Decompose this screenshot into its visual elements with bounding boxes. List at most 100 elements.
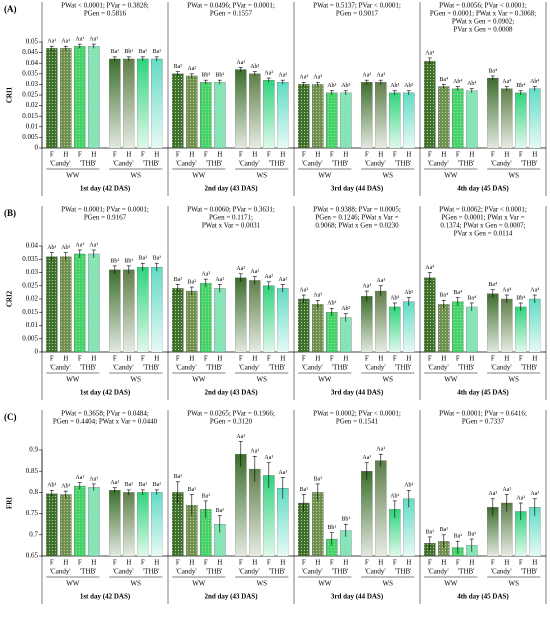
stats-text: 0.9068; PWat x Gen = 0.0230 <box>315 222 399 230</box>
x-tick-label: F <box>302 355 306 363</box>
bar-texture <box>249 469 261 556</box>
day-title: 2nd day (43 DAS) <box>204 389 258 397</box>
x-tick-label: H <box>532 151 537 159</box>
cultivar-label: 'THB' <box>458 160 475 168</box>
significance-letter: Ba¹ <box>111 49 120 55</box>
y-tick-label: 0.04 <box>26 59 39 67</box>
bar-texture <box>109 269 121 352</box>
significance-letter: Ba¹ <box>153 256 162 262</box>
bar-texture <box>123 492 135 556</box>
bar-texture <box>312 304 324 352</box>
significance-letter: Aa¹ <box>47 39 56 45</box>
x-tick-label: H <box>91 559 96 567</box>
panel-label: (B) <box>4 208 16 218</box>
significance-letter: Bb² <box>215 73 224 79</box>
x-tick-label: H <box>441 559 446 567</box>
bar-texture <box>263 285 275 352</box>
significance-letter: Ba¹ <box>454 534 463 540</box>
significance-letter: Ab¹ <box>61 245 70 251</box>
x-tick-label: H <box>154 355 159 363</box>
cultivar-label: 'THB' <box>521 160 538 168</box>
bar-texture <box>137 492 149 556</box>
y-tick-label: 0.005 <box>22 334 38 342</box>
significance-letter: Aa² <box>201 272 210 278</box>
significance-letter: Ab³ <box>404 83 413 89</box>
x-tick-label: H <box>189 151 194 159</box>
treatment-label: WS <box>383 172 394 180</box>
bar-texture <box>501 299 513 352</box>
cultivar-label: 'Candy' <box>239 568 260 576</box>
x-tick-label: H <box>189 559 194 567</box>
x-tick-label: F <box>50 355 54 363</box>
significance-letter: Bb¹ <box>110 258 119 264</box>
significance-letter: Aa² <box>187 66 196 72</box>
bar-texture <box>172 492 184 556</box>
bar-texture <box>172 73 184 148</box>
bar-texture <box>438 304 450 352</box>
bar-texture <box>109 58 121 148</box>
cultivar-label: 'THB' <box>521 364 538 372</box>
x-tick-label: F <box>302 559 306 567</box>
significance-letter: Ab³ <box>327 83 336 89</box>
bar-texture <box>60 48 72 148</box>
x-tick-label: H <box>406 355 411 363</box>
bar-texture <box>452 88 464 148</box>
x-tick-label: H <box>63 355 68 363</box>
significance-letter: Ba¹ <box>125 482 134 488</box>
significance-letter: Aa² <box>264 274 273 280</box>
y-tick-label: 0.005 <box>22 133 38 141</box>
bar-texture <box>151 58 163 148</box>
bar-texture <box>298 503 310 556</box>
cultivar-label: 'Candy' <box>491 568 512 576</box>
significance-letter: Ba¹ <box>314 476 323 482</box>
significance-letter: Aa¹ <box>89 476 98 482</box>
bar-texture <box>214 524 226 556</box>
significance-letter: Aa¹ <box>530 491 539 497</box>
panel-label: (C) <box>4 412 17 422</box>
cultivar-label: 'Candy' <box>365 364 386 372</box>
treatment-label: WW <box>318 376 332 384</box>
cultivar-label: 'THB' <box>206 364 223 372</box>
panel-label: (A) <box>4 4 17 14</box>
significance-letter: Ba¹ <box>440 527 449 533</box>
stats-text: PGen = 0.1171; <box>209 214 253 222</box>
x-tick-label: H <box>252 559 257 567</box>
significance-letter: Aa³ <box>376 278 385 284</box>
cultivar-label: 'Candy' <box>176 568 197 576</box>
x-tick-label: F <box>456 151 460 159</box>
cultivar-label: 'THB' <box>206 160 223 168</box>
bar-texture <box>340 317 352 352</box>
treatment-label: WW <box>66 580 80 588</box>
bar-texture <box>389 509 401 556</box>
y-tick-label: 0.035 <box>22 255 38 263</box>
cultivar-label: 'Candy' <box>50 364 71 372</box>
y-tick-label: 0.045 <box>22 48 38 56</box>
bar-texture <box>312 84 324 148</box>
x-tick-label: F <box>176 559 180 567</box>
stats-text: PGen = 0.1541 <box>336 418 379 426</box>
y-axis-label: FRI <box>6 497 14 509</box>
bar-texture <box>466 90 478 148</box>
significance-letter: Bb² <box>201 73 210 79</box>
cultivar-label: 'THB' <box>332 364 349 372</box>
bar-texture <box>326 92 338 148</box>
bar-texture <box>46 493 58 556</box>
x-tick-label: H <box>217 151 222 159</box>
stats-text: PWat x Gen = 0.0902; <box>452 18 514 26</box>
stats-text: PVar x Gen = 0.0114 <box>454 230 513 238</box>
bar-texture <box>424 61 436 148</box>
x-tick-label: F <box>365 559 369 567</box>
x-tick-label: F <box>113 355 117 363</box>
x-tick-label: H <box>343 355 348 363</box>
stats-text: PWat = 0.3658; PVar = 0.0484; <box>61 410 149 418</box>
cultivar-label: 'THB' <box>395 160 412 168</box>
cultivar-label: 'THB' <box>269 160 286 168</box>
bar-texture <box>88 253 100 352</box>
bar-texture <box>340 530 352 556</box>
bar-texture <box>200 509 212 556</box>
treatment-label: WS <box>257 376 268 384</box>
treatment-label: WW <box>192 172 206 180</box>
cultivar-label: 'Candy' <box>176 160 197 168</box>
bar-texture <box>515 92 527 148</box>
x-tick-label: H <box>504 559 509 567</box>
